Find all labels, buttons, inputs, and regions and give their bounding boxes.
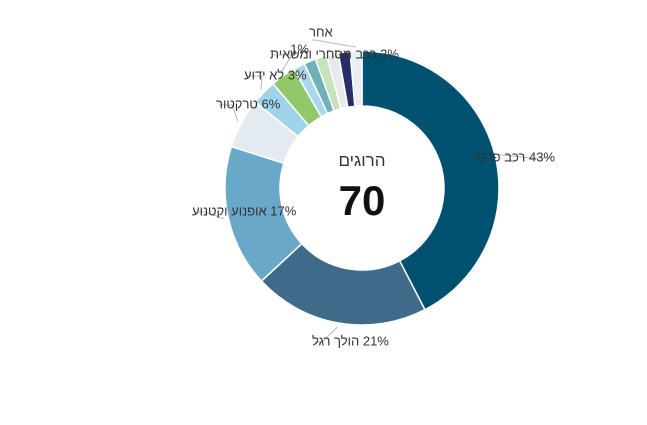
slice-label: 21% הולך רגל bbox=[312, 333, 389, 348]
leader-line bbox=[195, 211, 225, 220]
leader-line bbox=[498, 154, 552, 159]
slice-label: אחר bbox=[309, 24, 333, 39]
slice-label: 17% אופנוע וקטנוע bbox=[192, 203, 297, 218]
slice-labels-layer: 43% רכב פרטי 21% הולך רגל 17% אופנוע וקטנו… bbox=[192, 24, 555, 348]
leader-line bbox=[312, 39, 356, 48]
slice-label: 3% לא ידוע bbox=[244, 67, 307, 82]
slices-layer bbox=[224, 50, 500, 326]
center-value: 70 bbox=[339, 177, 386, 224]
slice-label: 43% רכב פרטי bbox=[474, 149, 556, 164]
donut-slice[interactable] bbox=[361, 50, 500, 311]
leader-line bbox=[219, 104, 239, 122]
slice-label: 3% רכב מסחרי ומשאית bbox=[270, 46, 399, 61]
leader-line bbox=[273, 54, 293, 73]
leader-line bbox=[247, 75, 263, 90]
donut-slice[interactable] bbox=[349, 50, 363, 108]
slice-sublabel: 1% bbox=[290, 41, 309, 56]
leader-line bbox=[315, 326, 339, 343]
slice-label: 6% טרקטור bbox=[216, 96, 281, 111]
leader-lines-layer bbox=[195, 39, 552, 343]
center-title: הרוגים bbox=[338, 151, 385, 170]
